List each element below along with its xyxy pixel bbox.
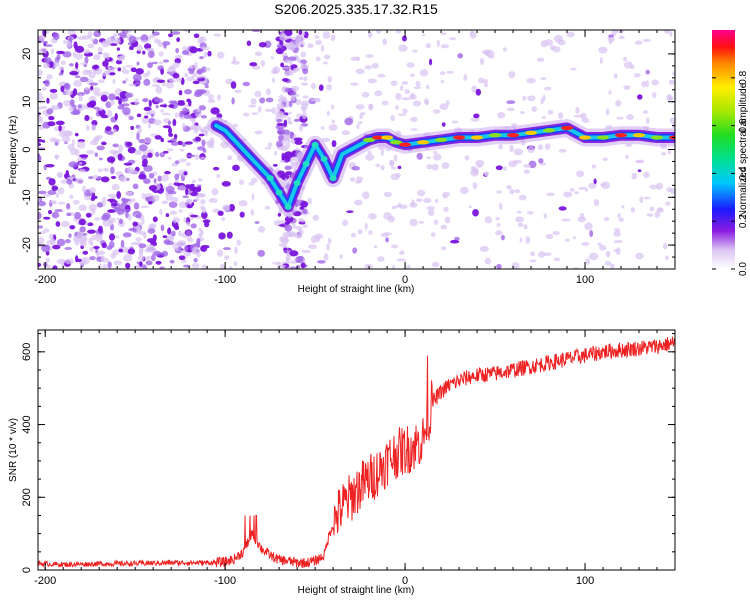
ridge-peak [311, 141, 319, 148]
snr-panel: -200 -100 0 100 0 200 400 600 Height of straigh… [8, 329, 676, 596]
ridge-peak [507, 132, 520, 138]
snr-x-tick-label: -200 [34, 575, 56, 587]
snr-frame [37, 329, 676, 571]
ridge-peak [651, 135, 664, 140]
colorbar-tick-label: 0.6 [738, 118, 749, 132]
colorbar-tick-label: 0.4 [738, 166, 749, 180]
spectrogram-y-tick-label: 0 [21, 146, 33, 152]
snr-x-tick-label: -100 [214, 575, 236, 587]
spectrogram-plot-area [38, 30, 675, 269]
ridge-peak [579, 135, 592, 140]
snr-axes: -200 -100 0 100 0 200 400 600 [21, 330, 676, 587]
spectrogram-y-tick-label: -10 [21, 189, 33, 205]
ridge-peak [543, 128, 556, 133]
colorbar: 0.0 0.2 0.4 0.6 0.8 Normalized spectral ampl… [712, 30, 749, 276]
snr-x-label: Height of straight line (km) [298, 585, 415, 596]
ridge-peak [284, 203, 292, 210]
colorbar-axis: 0.0 0.2 0.4 0.6 0.8 [712, 70, 749, 276]
ridge-peaks [266, 125, 675, 210]
spectrogram-x-label: Height of straight line (km) [298, 284, 415, 295]
snr-y-tick-label: 200 [21, 488, 33, 506]
snr-x-tick-label: 100 [576, 575, 594, 587]
colorbar-label: Normalized spectral amplitude [738, 82, 749, 217]
ridge-peak [435, 137, 448, 143]
ridge-peak [302, 160, 310, 167]
ridge-peak [381, 135, 394, 140]
snr-y-tick-label: 0 [21, 567, 33, 573]
ridge-peak [363, 137, 376, 143]
snr-plot-area [38, 336, 675, 568]
spectrogram-x-tick-label: -200 [34, 274, 56, 286]
ridge-peak [275, 189, 283, 196]
ridge-peak [390, 140, 403, 145]
ridge-peak [399, 142, 412, 147]
colorbar-tick-label: 0.2 [738, 214, 749, 228]
ridge-peak [615, 132, 628, 138]
ridge-peak [525, 130, 538, 135]
ridge-peak [372, 135, 385, 140]
ridge-peak [633, 132, 646, 138]
spectrogram-y-tick-label: -20 [21, 237, 33, 253]
ridge-peak [597, 135, 610, 140]
ridge-peak [489, 132, 502, 138]
ridge-peak [320, 156, 328, 163]
ridge-peak [266, 175, 274, 182]
snr-x-tick-label: 0 [402, 575, 408, 587]
snr-y-tick-label: 600 [21, 343, 33, 361]
ridge-peak [417, 140, 430, 145]
spectrogram-y-tick-label: 20 [21, 48, 33, 60]
spectrogram-x-tick-label: 0 [402, 274, 408, 286]
ridge-peak [561, 125, 574, 131]
snr-y-tick-label: 400 [21, 415, 33, 433]
spectrogram-x-tick-label: 100 [576, 274, 594, 286]
snr-line [38, 336, 675, 568]
ridge-peak [329, 175, 337, 182]
spectrogram-y-label: Frequency (Hz) [8, 116, 19, 185]
ridge-peak [293, 179, 301, 186]
snr-y-label: SNR (10 * v/v) [8, 418, 19, 482]
colorbar-tick-label: 0.8 [738, 70, 749, 84]
colorbar-gradient [712, 30, 735, 269]
colorbar-tick-label: 0.0 [738, 262, 749, 276]
ridge-peak [453, 135, 466, 140]
spectrogram-x-tick-label: -100 [214, 274, 236, 286]
figure-title: S206.2025.335.17.32.R15 [274, 1, 438, 17]
ridge-peak [471, 135, 484, 140]
spectrogram-y-tick-label: 10 [21, 96, 33, 108]
